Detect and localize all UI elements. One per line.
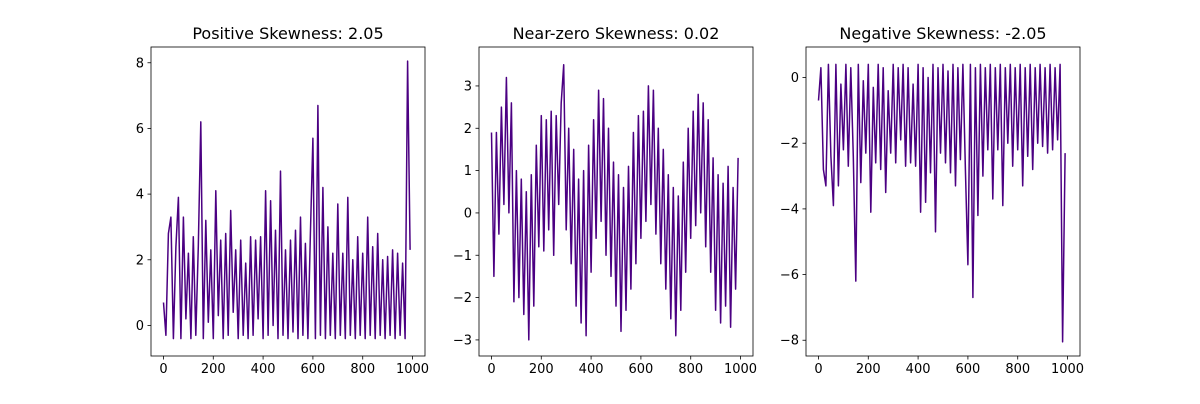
x-tick-label: 600 [955,362,980,377]
y-tick-label: 0 [464,206,472,221]
y-tick-label: 0 [136,319,144,334]
x-tick-label: 800 [678,362,703,377]
x-tick-label: 0 [487,362,495,377]
x-tick-label: 400 [906,362,931,377]
series-line [490,64,739,341]
x-tick-label: 400 [579,362,604,377]
subplot-3: 0 200 400 600 800 1000 −8 −6 −4 −2 0 Negative Skewn… [780,24,1084,377]
y-tick-label: −2 [453,291,472,306]
subplot-title: Near-zero Skewness: 0.02 [513,24,720,43]
y-tick-label: 0 [791,71,799,86]
x-tick-label: 1000 [1051,362,1084,377]
x-tick-label: 200 [529,362,554,377]
x-tick-label: 200 [201,362,226,377]
x-tick-label: 1000 [396,362,429,377]
series-line [817,63,1066,343]
y-tick-label: 2 [464,122,472,137]
y-tick-label: 4 [136,188,144,203]
y-tick-label: 8 [136,56,144,71]
x-tick-label: 800 [350,362,375,377]
axes-frame [478,46,754,357]
y-tick-label: 6 [136,122,144,137]
axes-frame [150,46,426,357]
y-tick-label: −3 [453,333,472,348]
x-tick-label: 600 [300,362,325,377]
subplot-title: Positive Skewness: 2.05 [192,24,383,43]
subplot-2: 0 200 400 600 800 1000 −3 −2 −1 0 1 2 3 Near-zero Ske… [453,24,757,377]
x-tick-label: 400 [251,362,276,377]
subplot-1: 0 200 400 600 800 1000 0 2 4 6 8 Positive Skewness:… [136,24,429,377]
y-tick-label: −8 [780,334,799,349]
y-tick-label: 3 [464,79,472,94]
x-tick-label: 0 [159,362,167,377]
x-tick-label: 600 [628,362,653,377]
y-tick-label: 2 [136,253,144,268]
y-tick-label: −6 [780,268,799,283]
x-tick-label: 800 [1005,362,1030,377]
y-tick-label: −4 [780,202,799,217]
subplot-title: Negative Skewness: -2.05 [839,24,1046,43]
x-tick-label: 200 [856,362,881,377]
y-tick-label: 1 [464,164,472,179]
y-tick-label: −1 [453,249,472,264]
y-tick-label: −2 [780,137,799,152]
x-tick-label: 1000 [724,362,757,377]
axes-frame [805,46,1081,357]
series-line [162,60,411,340]
x-tick-label: 0 [814,362,822,377]
